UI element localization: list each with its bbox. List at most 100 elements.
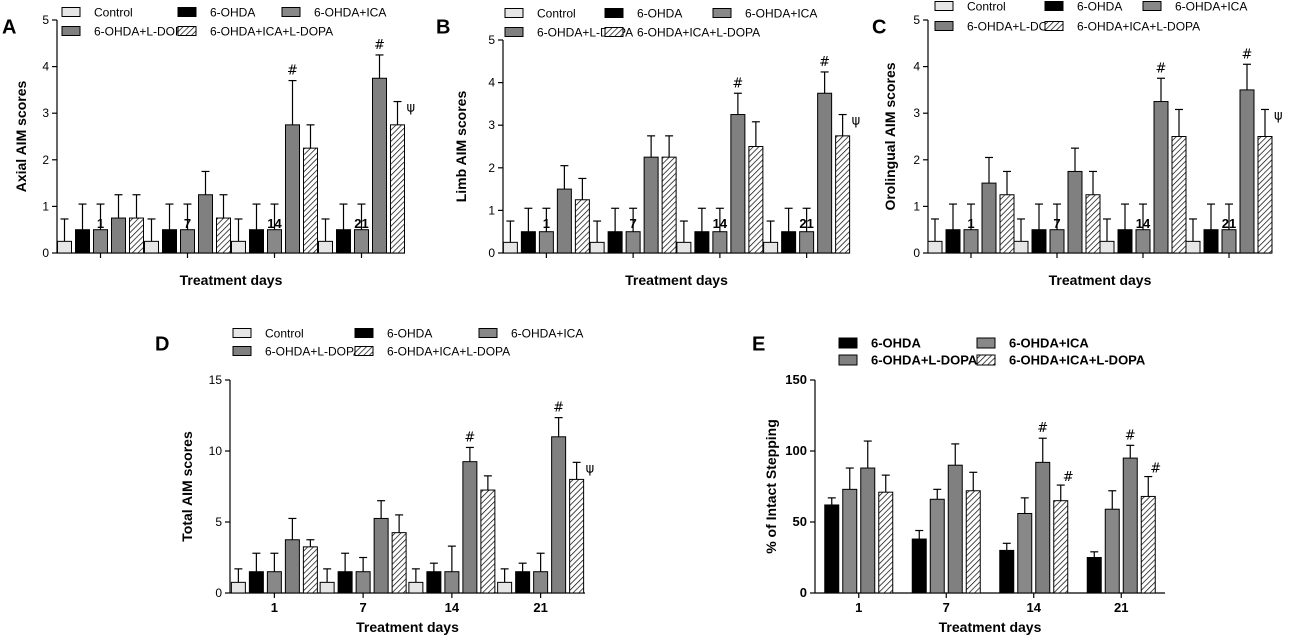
bar [520, 231, 536, 254]
bar [318, 240, 333, 254]
series-6-ohda [75, 203, 351, 254]
y-tick-label: 0 [800, 585, 807, 600]
bar [198, 194, 213, 254]
bar [878, 491, 894, 594]
bar [336, 229, 351, 254]
bar [927, 240, 943, 254]
series-6-ohda-plus-l-dopa: ## [111, 38, 387, 254]
legend-swatch [1142, 1, 1162, 11]
legend-item-6-ohda: 6-OHDA [604, 7, 682, 21]
legend-swatch [504, 27, 524, 37]
legend-item-6-ohda: 6-OHDA [354, 327, 432, 341]
legend-swatch [604, 8, 624, 18]
bar [390, 124, 405, 254]
significance-mark-psi: ψ [407, 101, 416, 116]
series-6-ohda [824, 497, 1102, 594]
legend-label: Control [967, 0, 1006, 14]
x-tick-label: 7 [943, 600, 950, 615]
bar [556, 188, 572, 254]
legend-swatch [1044, 1, 1064, 11]
y-tick-label: 5 [913, 13, 920, 27]
legend-swatch [976, 337, 996, 349]
bar [643, 156, 659, 254]
bar [569, 478, 585, 594]
series-6-ohda-plus-ica-plus-l-dopa: ψ [129, 101, 416, 254]
series-6-ohda [520, 207, 797, 254]
bar [824, 504, 840, 594]
bar [129, 217, 144, 254]
panel-label: D [155, 334, 169, 356]
legend-label: 6-OHDA+ICA+L-DOPA [1077, 20, 1200, 34]
bar [373, 517, 389, 594]
legend-item-control: Control [934, 0, 1006, 14]
series-6-ohda-plus-ica-plus-l-dopa: ψ [302, 461, 594, 594]
bar [1086, 557, 1102, 594]
legend-item-control: Control [232, 327, 304, 341]
bar [162, 229, 177, 254]
legend-label: 6-OHDA+L-DOPA [967, 20, 1063, 34]
legend-swatch [712, 8, 732, 18]
y-tick-label: 5 [215, 515, 222, 529]
bar [93, 229, 108, 254]
y-tick-label: 1 [913, 199, 920, 213]
legend-label: 6-OHDA+ICA+L-DOPA [210, 25, 333, 39]
bar [249, 229, 264, 254]
legend-swatch [61, 7, 81, 17]
bar [1017, 512, 1033, 594]
bar [748, 146, 764, 254]
bar [1135, 229, 1151, 254]
x-axis-title: Treatment days [180, 272, 283, 288]
bar [835, 135, 851, 254]
legend-item-6-ohda-plus-ica: 6-OHDA+ICA [976, 336, 1089, 351]
y-tick-label: 150 [785, 372, 807, 387]
series-6-ohda-plus-ica-plus-l-dopa: ψ [574, 114, 860, 254]
y-tick-label: 4 [42, 60, 49, 74]
legend-swatch [976, 354, 996, 366]
bar [1085, 194, 1101, 254]
legend-swatch [177, 26, 197, 36]
bar [661, 156, 677, 254]
bar [1239, 89, 1255, 254]
panel-label: E [752, 334, 765, 356]
bar [231, 240, 246, 254]
series-6-ohda [248, 552, 531, 594]
legend-label: 6-OHDA [387, 327, 432, 341]
bar [1203, 229, 1219, 254]
legend-swatch [177, 7, 197, 17]
y-tick-label: 2 [488, 161, 495, 175]
panel-a: A Control 6-OHDA 6-OHDA+ICA 6-OHDA+L-DOPA 6-O… [2, 6, 415, 289]
bar [319, 581, 335, 594]
legend-label: 6-OHDA+L-DOPA [871, 353, 978, 368]
series-6-ohda-plus-ica [93, 203, 369, 254]
legend: 6-OHDA 6-OHDA+ICA 6-OHDA+L-DOPA 6-OHDA+ICA+… [838, 336, 1146, 368]
significance-mark-hash: # [287, 64, 298, 79]
legend-swatch [838, 337, 858, 349]
bar [337, 571, 353, 594]
x-tick-label: 7 [360, 600, 367, 615]
bar [533, 571, 549, 594]
bar [515, 571, 531, 594]
significance-mark-hash: # [1037, 421, 1048, 436]
legend-swatch [354, 328, 374, 338]
bar [1031, 229, 1047, 254]
legend-item-6-ohda-plus-l-dopa: 6-OHDA+L-DOPA [232, 345, 361, 359]
y-tick-label: 2 [42, 153, 49, 167]
bar [929, 498, 945, 594]
legend-item-6-ohda-plus-l-dopa: 6-OHDA+L-DOPA [934, 20, 1063, 34]
bar [551, 436, 567, 594]
significance-mark-hash: # [553, 401, 564, 416]
legend-item-6-ohda: 6-OHDA [177, 6, 255, 20]
legend-label: 6-OHDA [1077, 0, 1122, 14]
significance-mark-hash: # [732, 76, 743, 91]
bar [354, 229, 369, 254]
panel-label: C [872, 17, 886, 39]
legend-label: 6-OHDA+ICA+L-DOPA [387, 345, 510, 359]
bar [763, 241, 779, 254]
y-tick-label: 5 [42, 13, 49, 27]
legend-swatch [504, 8, 524, 18]
bar [216, 217, 231, 254]
